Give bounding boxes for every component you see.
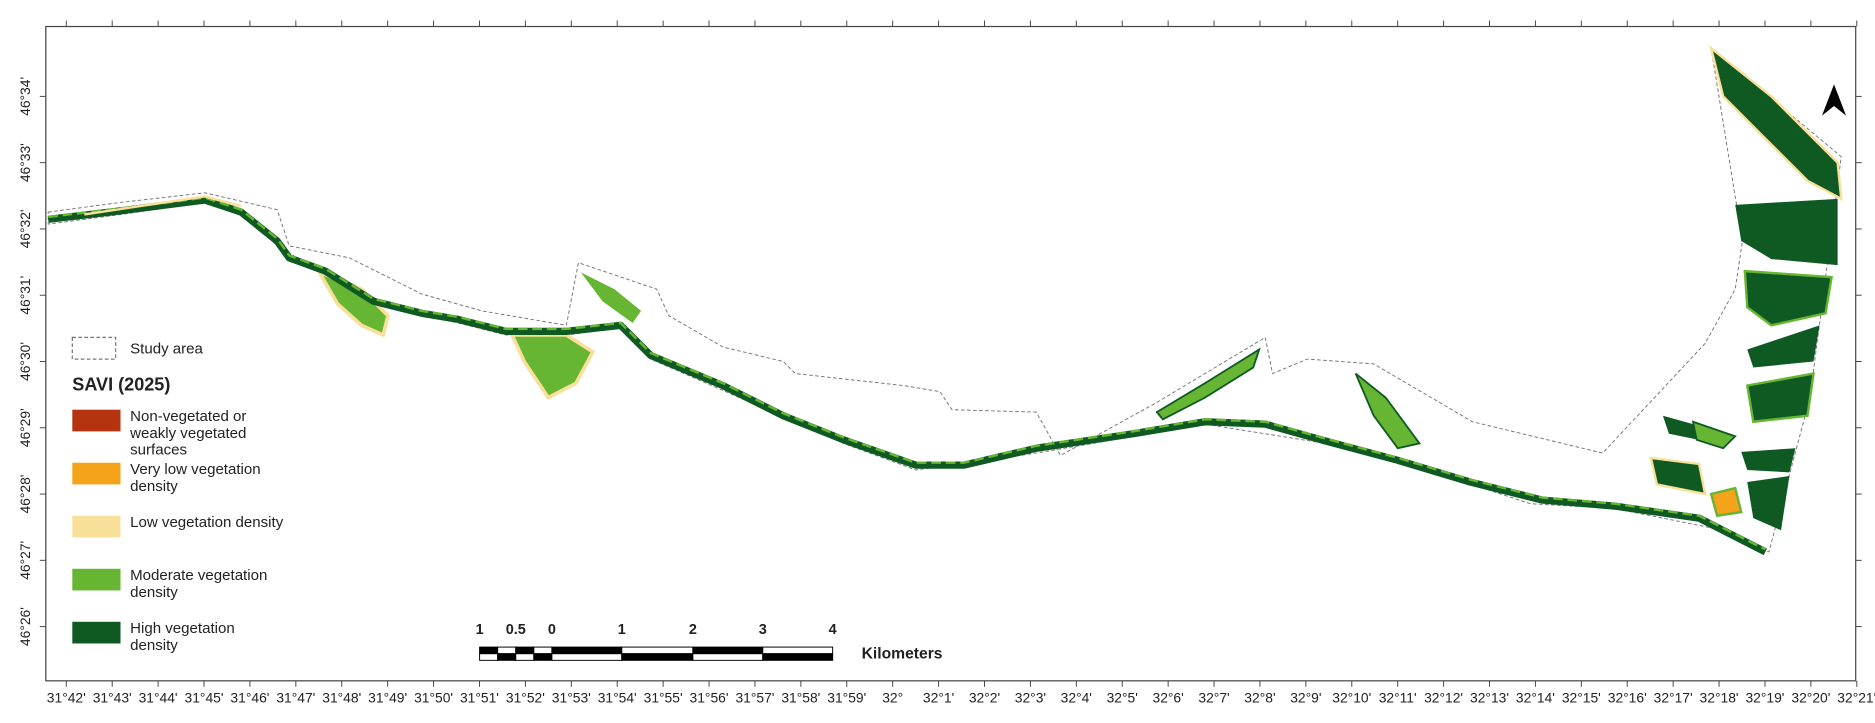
scale-label: 4 [829,622,837,638]
longitude-label: 32° [882,690,903,706]
longitude-label: 31°42' [47,690,86,706]
scale-segment [533,646,553,655]
longitude-label: 31°56' [690,690,729,706]
scale-segment [515,646,535,655]
latitude-label: 46°33' [17,143,33,182]
scale-segment [551,646,623,655]
longitude-label: 32°19' [1745,690,1784,706]
longitude-label: 31°51' [460,690,499,706]
longitude-label: 31°48' [322,690,361,706]
longitude-label: 31°49' [368,690,407,706]
scale-segment [551,653,623,661]
latitude-label: 46°30' [17,342,33,381]
latitude-label: 46°28' [17,475,33,514]
longitude-label: 32°14' [1516,690,1555,706]
scale-segment [621,653,694,661]
vegetation-map [47,45,1843,556]
longitude-label: 31°52' [506,690,545,706]
legend-study-area: Study area [130,340,203,357]
legend-label: High vegetation density [130,620,235,654]
scale-label: 0.5 [506,622,526,638]
longitude-label: 31°44' [139,690,178,706]
scale-segment [692,646,764,655]
legend-title: SAVI (2025) [72,374,170,394]
longitude-label: 32°17' [1654,690,1693,706]
scale-segment [479,653,499,661]
scale-segment [692,653,764,661]
latitude-label: 46°32' [17,209,33,248]
legend-label: Moderate vegetation density [130,567,267,601]
legend-swatch [72,568,121,591]
scale-unit: Kilometers [862,645,943,662]
longitude-label: 32°20' [1791,690,1830,706]
scale-segment [533,653,553,661]
scale-segment [515,653,535,661]
scale-segment [479,646,499,655]
longitude-label: 32°21' [1837,690,1875,706]
latitude-label: 46°31' [17,276,33,315]
legend-swatch [72,409,121,432]
longitude-label: 31°54' [598,690,637,706]
longitude-label: 32°18' [1700,690,1739,706]
legend-swatch [72,621,121,644]
scale-label: 1 [476,622,484,638]
scale-segment [497,646,517,655]
longitude-label: 31°45' [185,690,224,706]
legend-label: Low vegetation density [130,514,284,531]
legend-swatch [72,515,121,538]
longitude-label: 32°2' [969,690,1000,706]
longitude-label: 32°8' [1244,690,1275,706]
longitude-label: 31°59' [827,690,866,706]
frame-ticks [39,20,1862,687]
legend-swatch [72,462,121,485]
scale-label: 0 [548,622,556,638]
legend: Study area SAVI (2025) Non-vegetated or w… [71,336,284,654]
longitude-label: 32°5' [1107,690,1138,706]
legend-label: Non-vegetated or weakly vegetated surfaces [129,408,246,459]
study-area-swatch [71,336,117,360]
scale-label: 2 [689,622,697,638]
scale-bar: 1 0.5 0 1 2 3 4 Kilometers [476,622,943,662]
longitude-label: 32°9' [1290,690,1321,706]
latitude-label: 46°29' [17,408,33,447]
latitude-label: 46°27' [17,541,33,580]
longitude-label: 32°6' [1152,690,1183,706]
legend-label: Very low vegetation density [130,461,260,495]
longitude-label: 32°3' [1015,690,1046,706]
longitude-label: 31°55' [644,690,683,706]
longitude-label: 31°58' [781,690,820,706]
longitude-label: 32°12' [1424,690,1463,706]
scale-segment [762,653,834,661]
longitude-label: 31°53' [552,690,591,706]
scale-segment [762,646,834,655]
scale-label: 1 [618,622,626,638]
longitude-label: 32°16' [1608,690,1647,706]
longitude-label: 32°11' [1379,690,1417,706]
map-frame [45,25,1857,682]
scale-segment [497,653,517,661]
longitude-label: 31°57' [735,690,774,706]
longitude-label: 32°15' [1562,690,1601,706]
longitude-label: 32°4' [1061,690,1092,706]
longitude-label: 31°50' [414,690,453,706]
longitude-label: 31°43' [93,690,132,706]
longitude-label: 32°7' [1198,690,1229,706]
scale-segment [621,646,694,655]
longitude-label: 32°13' [1470,690,1509,706]
north-arrow [1821,84,1847,116]
longitude-label: 31°47' [276,690,315,706]
longitude-label: 32°1' [923,690,954,706]
scale-label: 3 [759,622,767,638]
longitude-label: 32°10' [1332,690,1371,706]
longitude-label: 31°46' [230,690,269,706]
latitude-label: 46°26' [17,607,33,646]
latitude-label: 46°34' [17,77,33,116]
